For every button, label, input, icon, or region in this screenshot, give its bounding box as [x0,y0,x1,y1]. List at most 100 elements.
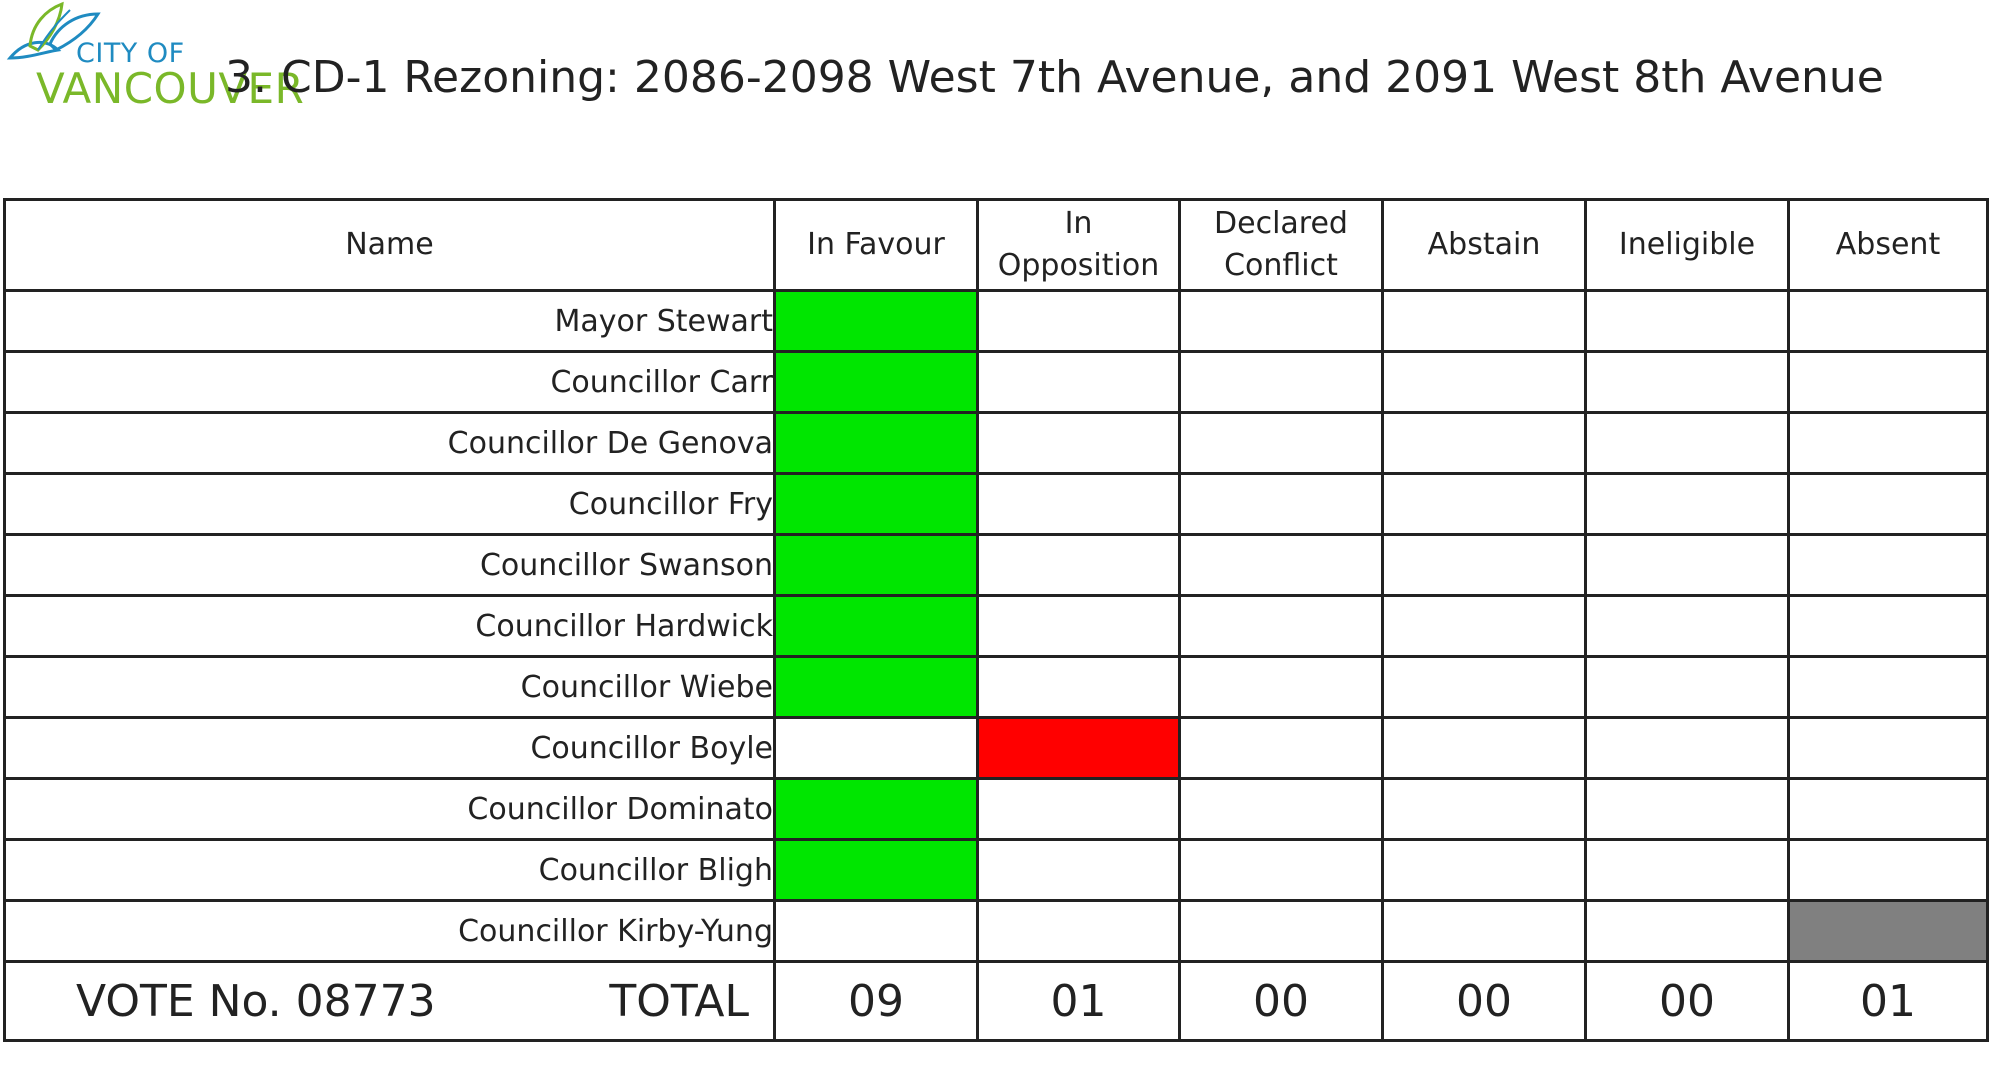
vote-cell-ineligible [1584,594,1790,658]
page-title: 3. CD-1 Rezoning: 2086-2098 West 7th Ave… [225,52,1884,103]
vote-cell-ineligible [1584,472,1790,536]
vote-cell-abstain [1381,899,1587,963]
vote-cell-declared-conflict [1178,838,1384,902]
table-row: Councillor Hardwick [3,594,1989,658]
vote-cell-abstain [1381,716,1587,780]
vote-cell-in-favour [773,350,979,414]
total-in-favour: 09 [773,960,979,1042]
city-of-vancouver-logo: CITY OF VANCOUVER [0,0,304,113]
vote-cell-absent [1787,350,1989,414]
vote-cell-declared-conflict [1178,655,1384,719]
vote-cell-abstain [1381,411,1587,475]
header-abstain-label: Abstain [1427,227,1541,262]
vote-cell-in-favour [773,655,979,719]
member-name: Councillor Carr [3,350,776,414]
vote-cell-in-opposition [976,411,1181,475]
vote-cell-in-favour [773,716,979,780]
table-row: Councillor Dominato [3,777,1989,841]
vote-cell-declared-conflict [1178,716,1384,780]
table-row: Councillor Fry [3,472,1989,536]
vote-body: Mayor Stewart Councillor Carr Councillor D… [3,289,1989,963]
table-row: Councillor Swanson [3,533,1989,597]
vote-cell-ineligible [1584,899,1790,963]
total-label: TOTAL [609,975,749,1027]
vote-cell-in-opposition [976,777,1181,841]
header-declared-conflict-line1: Declared [1214,206,1348,241]
member-name: Councillor Kirby-Yung [3,899,776,963]
vote-cell-abstain [1381,594,1587,658]
vote-cell-absent [1787,777,1989,841]
vote-cell-in-favour [773,533,979,597]
table-row: Councillor Wiebe [3,655,1989,719]
vote-cell-ineligible [1584,655,1790,719]
logo-vancouver-text: VANCOUVER [36,64,305,113]
vote-cell-in-opposition [976,289,1181,353]
header-abstain: Abstain [1381,198,1587,292]
vote-cell-in-favour [773,472,979,536]
vote-cell-ineligible [1584,716,1790,780]
total-in-opposition: 01 [976,960,1181,1042]
vote-cell-in-favour [773,899,979,963]
vote-cell-declared-conflict [1178,472,1384,536]
vote-cell-abstain [1381,472,1587,536]
vote-cell-absent [1787,472,1989,536]
logo-city-text: CITY OF [76,38,185,69]
vote-cell-absent [1787,411,1989,475]
header-in-favour-label: In Favour [807,227,945,262]
vote-cell-in-favour [773,594,979,658]
header-ineligible: Ineligible [1584,198,1790,292]
total-abstain: 00 [1381,960,1587,1042]
vote-cell-in-opposition [976,594,1181,658]
vote-cell-in-favour [773,838,979,902]
header-row: Name In Favour In Opposition Declared Conf… [3,198,1989,292]
table-row: Councillor Bligh [3,838,1989,902]
vote-cell-in-opposition [976,350,1181,414]
vote-cell-abstain [1381,289,1587,353]
member-name: Councillor Swanson [3,533,776,597]
vote-cell-absent [1787,716,1989,780]
vote-table: Name In Favour In Opposition Declared Conf… [3,198,1989,1042]
vote-cell-declared-conflict [1178,350,1384,414]
vote-cell-in-opposition [976,899,1181,963]
vote-cell-in-opposition [976,533,1181,597]
header-in-favour: In Favour [773,198,979,292]
vote-cell-abstain [1381,350,1587,414]
vote-cell-absent [1787,289,1989,353]
vote-cell-in-opposition [976,716,1181,780]
vote-cell-declared-conflict [1178,533,1384,597]
vote-cell-absent [1787,838,1989,902]
vote-cell-abstain [1381,777,1587,841]
member-name: Mayor Stewart [3,289,776,353]
vote-cell-absent [1787,533,1989,597]
vote-cell-in-favour [773,777,979,841]
header-ineligible-label: Ineligible [1618,227,1756,262]
vote-cell-absent [1787,594,1989,658]
vote-cell-ineligible [1584,777,1790,841]
vote-cell-declared-conflict [1178,289,1384,353]
member-name: Councillor Hardwick [3,594,776,658]
vote-cell-abstain [1381,655,1587,719]
vote-cell-declared-conflict [1178,411,1384,475]
vote-cell-ineligible [1584,533,1790,597]
member-name: Councillor De Genova [3,411,776,475]
member-name: Councillor Dominato [3,777,776,841]
vote-cell-declared-conflict [1178,594,1384,658]
total-ineligible: 00 [1584,960,1790,1042]
table-row: Councillor De Genova [3,411,1989,475]
vote-cell-ineligible [1584,411,1790,475]
header-declared-conflict-line2: Conflict [1224,248,1338,283]
header-absent-label: Absent [1835,227,1941,262]
table-row: Councillor Kirby-Yung [3,899,1989,963]
member-name: Councillor Bligh [3,838,776,902]
table-row: Councillor Carr [3,350,1989,414]
header-in-opposition: In Opposition [976,198,1181,292]
member-name: Councillor Boyle [3,716,776,780]
total-label-cell: VOTE No. 08773 TOTAL [3,960,776,1042]
member-name: Councillor Wiebe [3,655,776,719]
header-name: Name [3,198,776,292]
vote-cell-ineligible [1584,838,1790,902]
vote-cell-ineligible [1584,350,1790,414]
vote-cell-abstain [1381,533,1587,597]
total-declared-conflict: 00 [1178,960,1384,1042]
vote-number: VOTE No. 08773 [76,975,436,1027]
